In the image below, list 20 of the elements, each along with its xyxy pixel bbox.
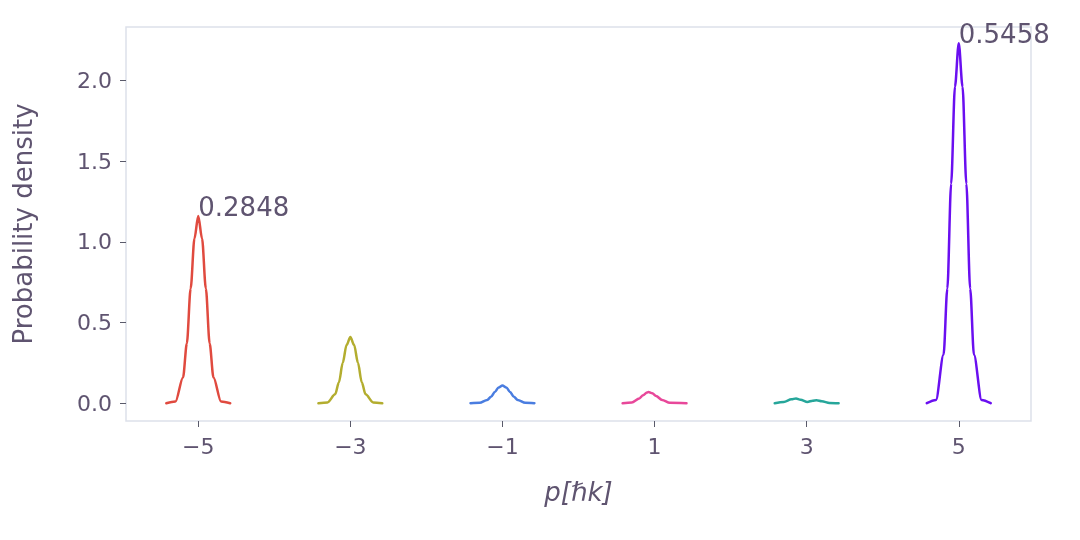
line-series <box>469 384 536 405</box>
x-tick-label: 1 <box>647 433 662 459</box>
x-axis-title: p[ℏk] <box>543 477 613 507</box>
y-tick-label: 0.5 <box>77 310 112 335</box>
x-tick-label: −3 <box>334 433 367 459</box>
y-axis-title: Probability density <box>8 103 38 345</box>
x-tick-label: 5 <box>951 433 966 459</box>
y-tick-label: 1.5 <box>77 148 112 174</box>
annotation: 0.5458 <box>958 19 1050 50</box>
annotation: 0.2848 <box>198 191 290 222</box>
y-tick-label: 1.0 <box>77 229 112 255</box>
x-tick-label: −1 <box>486 433 519 459</box>
line-series <box>925 41 992 405</box>
y-tick-label: 2.0 <box>77 67 112 93</box>
y-tick-label: 0.0 <box>77 390 112 416</box>
x-tick-label: 3 <box>799 433 814 459</box>
line-series <box>165 214 232 405</box>
x-tick-label: −5 <box>182 433 215 459</box>
line-series <box>317 335 384 405</box>
line-series <box>621 390 688 405</box>
